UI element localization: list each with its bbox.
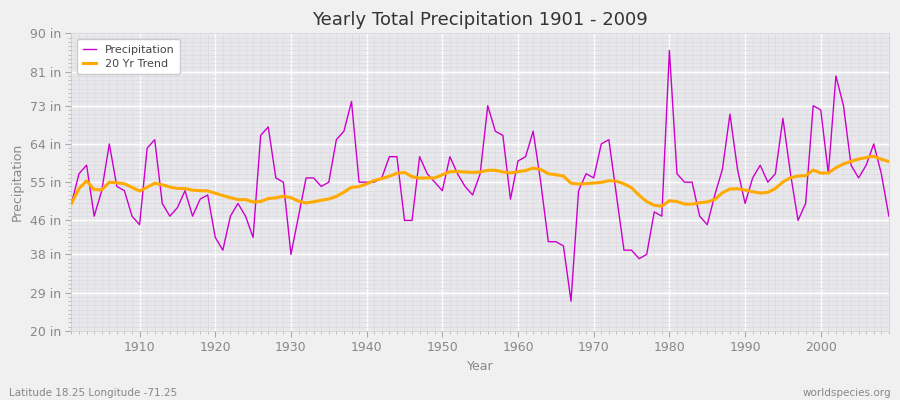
20 Yr Trend [66, 201, 77, 206]
20 Yr Trend [884, 159, 895, 164]
Title: Yearly Total Precipitation 1901 - 2009: Yearly Total Precipitation 1901 - 2009 [312, 11, 648, 29]
Precipitation [565, 299, 576, 304]
20 Yr Trend [603, 178, 614, 183]
Precipitation [611, 192, 622, 197]
Precipitation [664, 48, 675, 53]
20 Yr Trend [868, 154, 879, 159]
Line: 20 Yr Trend: 20 Yr Trend [71, 156, 889, 206]
20 Yr Trend [338, 190, 349, 194]
X-axis label: Year: Year [467, 360, 493, 373]
Text: Latitude 18.25 Longitude -71.25: Latitude 18.25 Longitude -71.25 [9, 388, 177, 398]
Precipitation [884, 214, 895, 218]
20 Yr Trend [505, 170, 516, 175]
Line: Precipitation: Precipitation [71, 50, 889, 301]
Y-axis label: Precipitation: Precipitation [11, 143, 24, 221]
20 Yr Trend [293, 199, 304, 204]
20 Yr Trend [513, 169, 524, 174]
Precipitation [127, 214, 138, 218]
Precipitation [66, 201, 77, 206]
20 Yr Trend [656, 204, 667, 208]
Legend: Precipitation, 20 Yr Trend: Precipitation, 20 Yr Trend [77, 39, 180, 74]
Text: worldspecies.org: worldspecies.org [803, 388, 891, 398]
Precipitation [513, 158, 524, 163]
20 Yr Trend [127, 185, 138, 190]
Precipitation [293, 214, 304, 218]
Precipitation [338, 129, 349, 134]
Precipitation [505, 197, 516, 202]
